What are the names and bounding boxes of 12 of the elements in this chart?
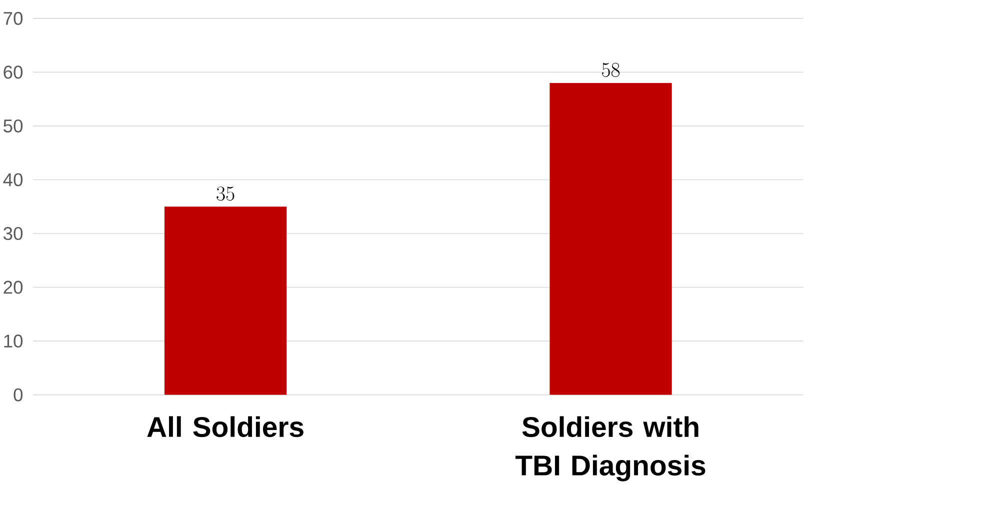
data-label: 35 — [216, 186, 234, 201]
x-tick-label: All Soldiers — [147, 416, 304, 438]
y-tick-label: 60 — [4, 66, 23, 79]
x-tick-label: Soldiers with TBI Diagnosis — [515, 416, 706, 482]
y-tick-label: 10 — [4, 334, 23, 348]
y-tick-label: 0 — [14, 388, 23, 402]
y-tick-label: 20 — [4, 280, 23, 294]
y-tick-label: 40 — [3, 173, 23, 186]
data-label: 58 — [602, 63, 620, 78]
y-tick-label: 50 — [4, 120, 23, 133]
y-tick-label: 70 — [4, 12, 23, 26]
y-tick-label: 30 — [3, 227, 23, 240]
